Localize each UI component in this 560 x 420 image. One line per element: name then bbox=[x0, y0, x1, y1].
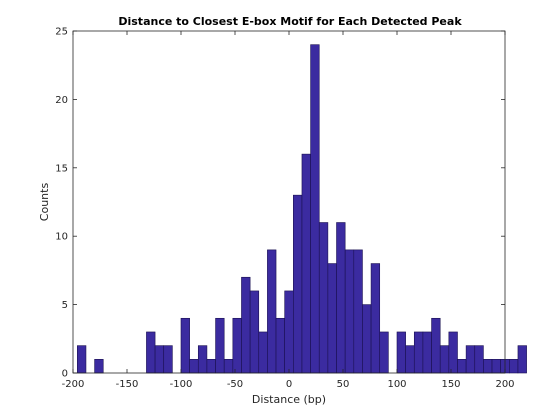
x-tick-labels: -200 -150 -100 -50 0 50 100 150 200 bbox=[62, 379, 515, 390]
histogram-bar bbox=[310, 44, 320, 374]
x-tick-label: 100 bbox=[387, 379, 406, 390]
histogram-bar bbox=[457, 359, 467, 374]
histogram-bar bbox=[370, 263, 381, 374]
histogram-bar bbox=[232, 317, 242, 374]
histogram-bar bbox=[154, 345, 165, 374]
histogram-bar bbox=[483, 359, 493, 374]
y-tick-label: 10 bbox=[55, 232, 68, 243]
histogram-bar bbox=[197, 345, 208, 374]
histogram-bar bbox=[465, 345, 476, 374]
histogram-bar bbox=[301, 153, 311, 374]
histogram-bar bbox=[223, 359, 234, 374]
histogram-bar bbox=[293, 194, 303, 374]
x-tick-label: -100 bbox=[170, 379, 193, 390]
histogram-bar bbox=[77, 345, 87, 374]
histogram-bar bbox=[362, 304, 372, 374]
histogram-bar bbox=[405, 345, 415, 374]
histogram-bar bbox=[318, 222, 329, 374]
histogram-bar bbox=[413, 331, 424, 374]
y-tick-label: 0 bbox=[62, 369, 68, 380]
histogram-bar bbox=[344, 249, 355, 374]
histogram-bar bbox=[275, 317, 285, 374]
histogram-bar bbox=[422, 331, 432, 374]
histogram-bar bbox=[431, 317, 441, 374]
y-tick-label: 15 bbox=[55, 163, 68, 174]
histogram-bar bbox=[215, 317, 225, 374]
x-tick-label: 50 bbox=[337, 379, 350, 390]
histogram-bar bbox=[517, 345, 527, 374]
y-tick-label: 20 bbox=[55, 95, 68, 106]
histogram-bar bbox=[491, 359, 501, 374]
histogram-bar bbox=[509, 359, 519, 374]
histogram-bar bbox=[448, 331, 458, 374]
histogram-bar bbox=[180, 317, 190, 374]
chart-title: Distance to Closest E-box Motif for Each… bbox=[118, 15, 462, 28]
histogram-bar bbox=[241, 276, 251, 374]
histogram-bar bbox=[249, 290, 260, 374]
x-tick-label: 200 bbox=[495, 379, 514, 390]
histogram-bar bbox=[336, 222, 346, 374]
x-axis-label: Distance (bp) bbox=[252, 393, 326, 406]
x-tick-label: 150 bbox=[441, 379, 460, 390]
histogram-bar bbox=[189, 359, 199, 374]
y-tick-label: 25 bbox=[55, 27, 68, 38]
x-tick-label: -200 bbox=[62, 379, 85, 390]
histogram-bar bbox=[146, 331, 156, 374]
histogram-bar bbox=[474, 345, 484, 374]
y-axis-label: Counts bbox=[38, 183, 51, 222]
histogram-bar bbox=[258, 331, 268, 374]
histogram-bar bbox=[379, 331, 389, 374]
histogram-bar bbox=[267, 249, 277, 374]
y-tick-labels: 0 5 10 15 20 25 bbox=[55, 27, 68, 380]
histogram-bar bbox=[353, 249, 363, 374]
x-tick-label: -150 bbox=[116, 379, 139, 390]
y-tick-label: 5 bbox=[62, 300, 68, 311]
ticks-group bbox=[72, 30, 506, 374]
histogram-bar bbox=[206, 359, 216, 374]
x-tick-label: -50 bbox=[227, 379, 243, 390]
histogram-bar bbox=[327, 263, 337, 374]
histogram-bar bbox=[439, 345, 450, 374]
histogram-bar bbox=[396, 331, 406, 374]
x-tick-label: 0 bbox=[286, 379, 292, 390]
histogram-bar bbox=[94, 359, 104, 374]
histogram-bar bbox=[163, 345, 173, 374]
histogram-bar bbox=[284, 290, 294, 374]
